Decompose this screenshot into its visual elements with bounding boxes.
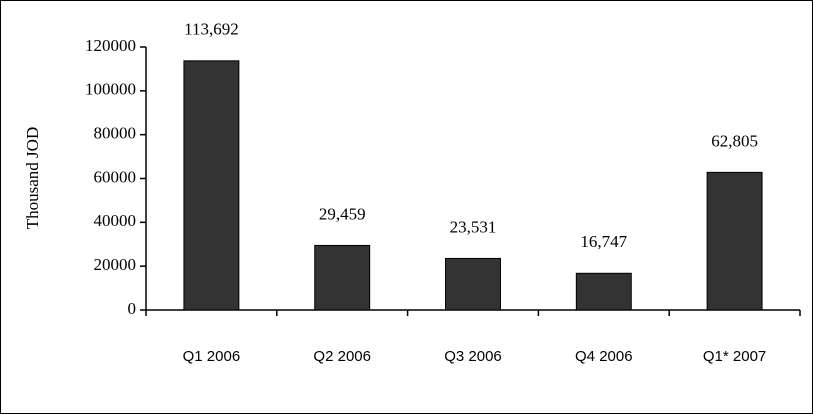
- x-tick-label: Q2 2006: [313, 348, 371, 365]
- value-label: 62,805: [711, 131, 758, 150]
- y-axis-label: Thousand JOD: [23, 127, 42, 229]
- y-tick-label: 40000: [94, 211, 137, 230]
- y-tick-label: 0: [128, 299, 137, 318]
- x-tick-label: Q4 2006: [575, 348, 633, 365]
- value-label: 23,531: [450, 217, 497, 236]
- y-tick-label: 20000: [94, 255, 137, 274]
- bar: [183, 60, 240, 311]
- y-tick-label: 100000: [85, 80, 136, 99]
- x-tick-label: Q3 2006: [444, 348, 502, 365]
- x-tick-label: Q1 2006: [183, 348, 241, 365]
- bar: [445, 257, 501, 311]
- value-label: 29,459: [319, 204, 366, 223]
- y-tick-label: 120000: [85, 36, 136, 55]
- y-tick-label: 80000: [94, 124, 137, 143]
- value-label: 113,692: [184, 20, 239, 39]
- x-tick-label: Q1* 2007: [703, 348, 766, 365]
- y-tick-label: 60000: [94, 167, 137, 186]
- value-label: 16,747: [580, 232, 627, 251]
- bar: [575, 272, 632, 311]
- bar: [706, 171, 763, 311]
- bar: [314, 244, 371, 311]
